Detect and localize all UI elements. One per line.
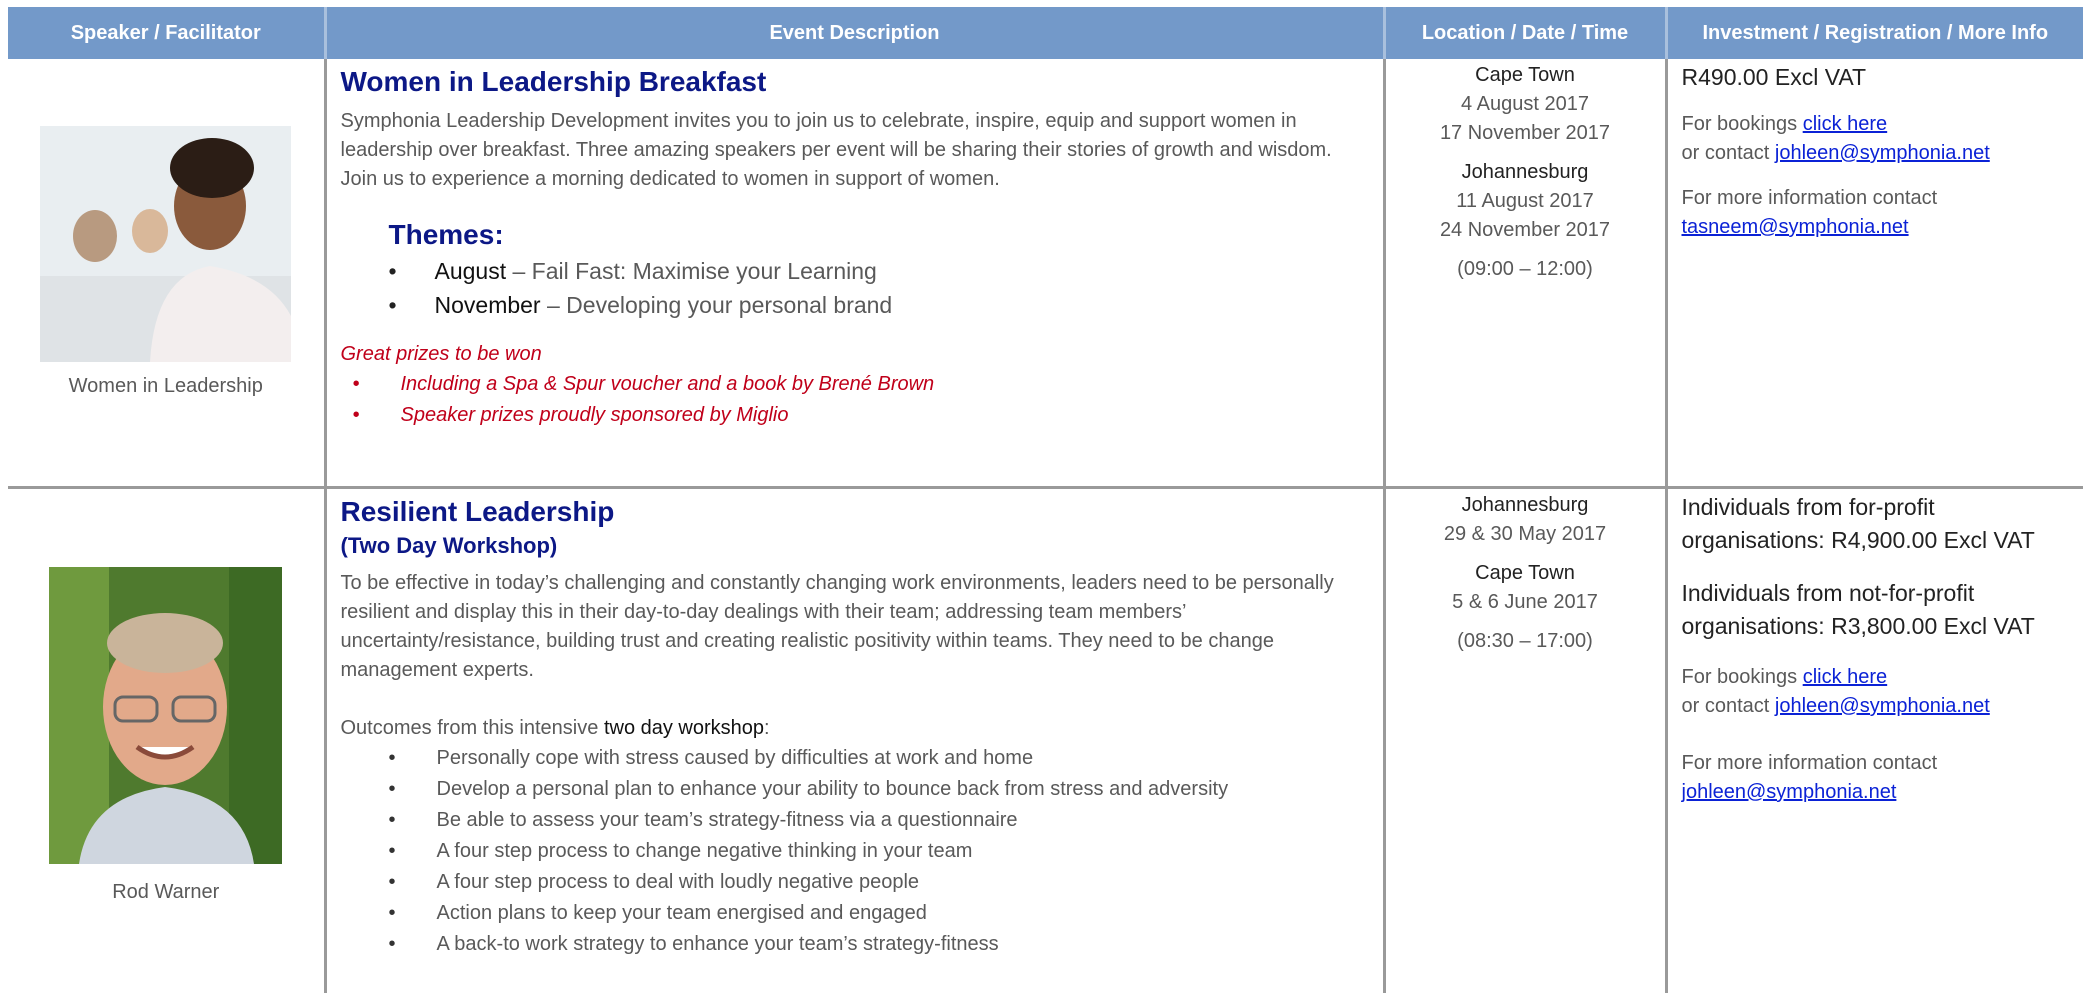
outcomes-emphasis: two day workshop — [604, 717, 764, 739]
city: Johannesburg — [1386, 491, 1665, 520]
price: R490.00 Excl VAT — [1682, 61, 2070, 94]
speaker-name: Rod Warner — [8, 878, 324, 907]
city: Johannesburg — [1386, 158, 1665, 187]
description: To be effective in today’s challenging a… — [341, 569, 1369, 685]
events-table: Speaker / Facilitator Event Description … — [8, 7, 2083, 993]
event-title: Women in Leadership Breakfast — [341, 65, 1369, 99]
description: Symphonia Leadership Development invites… — [341, 107, 1369, 194]
event-row: Women in Leadership Women in Leadership … — [8, 59, 2083, 488]
column-header: Event Description — [325, 7, 1384, 59]
event-row: Rod Warner Resilient Leadership (Two Day… — [8, 488, 2083, 993]
prize: Including a Spa & Spur voucher and a boo… — [341, 369, 1369, 400]
bookings-link[interactable]: click here — [1803, 666, 1887, 688]
date: 17 November 2017 — [1386, 119, 1665, 148]
theme-month: August — [435, 258, 507, 284]
theme-text: – Fail Fast: Maximise your Learning — [513, 258, 877, 284]
prizes-list: Including a Spa & Spur voucher and a boo… — [341, 369, 1369, 431]
bookings-text: For bookings — [1682, 666, 1798, 688]
time: (09:00 – 12:00) — [1386, 255, 1665, 284]
theme: August – Fail Fast: Maximise your Learni… — [341, 254, 1369, 288]
city: Cape Town — [1386, 559, 1665, 588]
bookings-link[interactable]: click here — [1803, 113, 1887, 135]
contact-text: or contact — [1682, 695, 1770, 717]
price: Individuals from not-for-profit organisa… — [1682, 577, 2070, 643]
city: Cape Town — [1386, 61, 1665, 90]
date: 29 & 30 May 2017 — [1386, 520, 1665, 549]
date: 5 & 6 June 2017 — [1386, 588, 1665, 617]
speaker-cell: Rod Warner — [8, 488, 325, 993]
outcomes-intro: Outcomes from this intensive — [341, 717, 599, 739]
info-email[interactable]: johleen@symphonia.net — [1682, 781, 1897, 803]
contact-email[interactable]: johleen@symphonia.net — [1775, 695, 1990, 717]
description-cell: Women in Leadership Breakfast Symphonia … — [325, 59, 1384, 488]
outcome: Personally cope with stress caused by di… — [341, 743, 1369, 774]
description-cell: Resilient Leadership (Two Day Workshop) … — [325, 488, 1384, 993]
outcome: Action plans to keep your team energised… — [341, 898, 1369, 929]
prize: Speaker prizes proudly sponsored by Migl… — [341, 400, 1369, 431]
date: 4 August 2017 — [1386, 90, 1665, 119]
info-email[interactable]: tasneem@symphonia.net — [1682, 216, 1909, 238]
column-header: Speaker / Facilitator — [8, 7, 325, 59]
contact-email[interactable]: johleen@symphonia.net — [1775, 142, 1990, 164]
outcomes-list: Personally cope with stress caused by di… — [341, 743, 1369, 960]
header-row: Speaker / Facilitator Event Description … — [8, 7, 2083, 59]
speaker-name: Women in Leadership — [8, 372, 324, 401]
outcome: A four step process to deal with loudly … — [341, 867, 1369, 898]
investment-cell: R490.00 Excl VAT For bookings click here… — [1666, 59, 2083, 488]
outcome: Be able to assess your team’s strategy-f… — [341, 805, 1369, 836]
speaker-cell: Women in Leadership — [8, 59, 325, 488]
speaker-photo — [40, 126, 291, 362]
themes-list: August – Fail Fast: Maximise your Learni… — [341, 254, 1369, 322]
outcomes-suffix: : — [764, 717, 770, 739]
info-text: For more information contact — [1682, 187, 1938, 209]
event-title: Resilient Leadership — [341, 495, 1369, 529]
outcome: Develop a personal plan to enhance your … — [341, 774, 1369, 805]
date: 24 November 2017 — [1386, 216, 1665, 245]
theme: November – Developing your personal bran… — [341, 288, 1369, 322]
location-cell: Cape Town 4 August 2017 17 November 2017… — [1384, 59, 1666, 488]
theme-month: November — [435, 292, 541, 318]
event-subtitle: (Two Day Workshop) — [341, 531, 1369, 561]
bookings-text: For bookings — [1682, 113, 1798, 135]
outcome: A back-to work strategy to enhance your … — [341, 929, 1369, 960]
date: 11 August 2017 — [1386, 187, 1665, 216]
themes-heading: Themes: — [389, 218, 1369, 252]
speaker-photo — [49, 567, 282, 864]
price: Individuals from for-profit organisation… — [1682, 491, 2070, 557]
theme-text: – Developing your personal brand — [547, 292, 892, 318]
contact-text: or contact — [1682, 142, 1770, 164]
info-text: For more information contact — [1682, 752, 1938, 774]
prizes-heading: Great prizes to be won — [341, 340, 1369, 369]
investment-cell: Individuals from for-profit organisation… — [1666, 488, 2083, 993]
column-header: Investment / Registration / More Info — [1666, 7, 2083, 59]
outcome: A four step process to change negative t… — [341, 836, 1369, 867]
location-cell: Johannesburg 29 & 30 May 2017 Cape Town … — [1384, 488, 1666, 993]
column-header: Location / Date / Time — [1384, 7, 1666, 59]
time: (08:30 – 17:00) — [1386, 627, 1665, 656]
